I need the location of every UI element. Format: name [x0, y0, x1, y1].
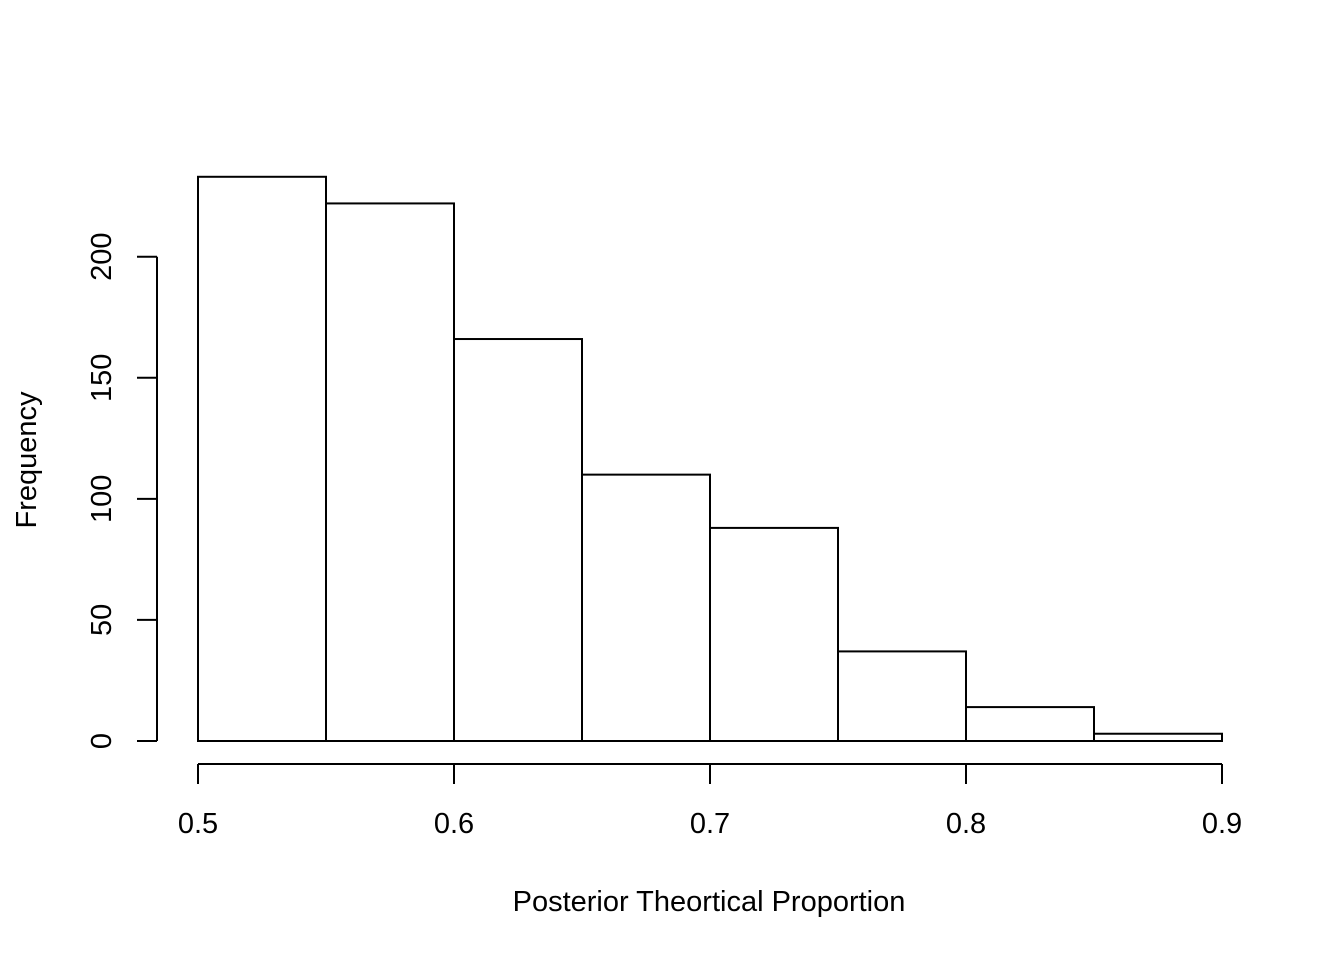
- x-tick-label-4: 0.8: [946, 808, 986, 840]
- y-tick-label-4: 150: [86, 354, 118, 402]
- histogram-bars: [197, 175, 1223, 743]
- histogram-bar-4: [581, 473, 711, 742]
- histogram-bar-7: [965, 706, 1095, 742]
- y-axis-label: Frequency: [11, 391, 43, 529]
- x-tick-label-1: 0.5: [178, 808, 218, 840]
- x-tick-label-5: 0.9: [1202, 808, 1242, 840]
- histogram-bar-1: [197, 175, 327, 742]
- histogram-bar-8: [1093, 732, 1223, 742]
- y-tick-label-1: 0: [86, 733, 118, 749]
- histogram-bar-3: [453, 338, 583, 742]
- x-axis: 0.5 0.6 0.7 0.8 0.9: [178, 763, 1242, 840]
- y-tick-label-5: 200: [86, 233, 118, 281]
- y-tick-label-2: 50: [86, 604, 118, 636]
- x-tick-label-3: 0.7: [690, 808, 730, 840]
- y-tick-label-3: 100: [86, 475, 118, 523]
- histogram-bar-2: [325, 202, 455, 742]
- x-tick-label-2: 0.6: [434, 808, 474, 840]
- y-axis: 0 50 100 150 200: [86, 233, 158, 749]
- histogram-bar-6: [837, 650, 967, 742]
- histogram-bar-5: [709, 526, 839, 743]
- x-axis-label: Posterior Theortical Proportion: [513, 886, 906, 918]
